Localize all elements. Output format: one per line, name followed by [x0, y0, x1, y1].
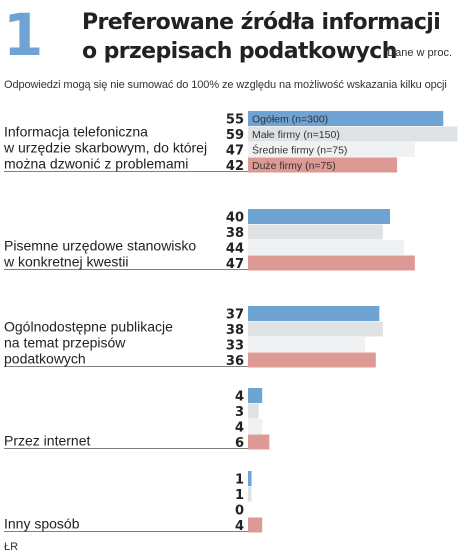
value-label-2-2: 38 — [226, 226, 244, 241]
category-label-3-line-3: podatkowych — [4, 351, 86, 367]
value-label-1-3: 47 — [226, 144, 244, 159]
value-label-2-1: 40 — [226, 211, 244, 226]
bar-2-1 — [248, 209, 390, 224]
bar-4-3 — [248, 419, 263, 434]
value-label-3-2: 38 — [226, 323, 244, 338]
value-label-1-1: 55 — [226, 113, 244, 128]
bar-4-1 — [248, 388, 263, 403]
legend-entry-4: Duże firmy (n=75) — [252, 160, 336, 172]
category-label-3-line-2: na temat przepisów — [4, 335, 126, 351]
source-credit: ŁR — [4, 541, 19, 553]
category-label-5-line-1: Inny sposób — [4, 516, 80, 532]
footnote: Odpowiedzi mogą się nie sumować do 100% … — [4, 79, 447, 91]
category-label-2-line-1: Pisemne urzędowe stanowisko — [4, 238, 196, 254]
value-label-5-1: 1 — [235, 473, 244, 488]
bar-5-1 — [248, 471, 252, 486]
value-label-5-3: 0 — [235, 504, 244, 519]
value-label-2-4: 47 — [226, 257, 244, 272]
bar-2-3 — [248, 240, 405, 255]
value-label-4-4: 6 — [235, 436, 244, 451]
category-label-4-line-1: Przez internet — [4, 433, 90, 449]
value-label-5-2: 1 — [235, 488, 244, 503]
bar-3-4 — [248, 352, 376, 368]
chart-title-line-1: Preferowane źródła informacji — [82, 10, 441, 35]
bar-1-4 — [248, 157, 398, 173]
bar-4-2 — [248, 403, 259, 419]
bar-2-4 — [248, 255, 415, 271]
category-label-2-line-2: w konkretnej kwestii — [3, 254, 129, 270]
value-label-1-2: 59 — [226, 128, 244, 143]
chart-title-line-2: o przepisach podatkowych — [82, 39, 397, 64]
category-label-3-line-1: Ogólnodostępne publikacje — [4, 319, 173, 335]
category-label-1-line-3: można dzwonić z problemami — [4, 156, 188, 172]
bar-3-1 — [248, 306, 380, 321]
legend-entry-1: Ogółem (n=300) — [252, 114, 328, 126]
bar-5-4 — [248, 517, 263, 533]
legend-entry-3: Średnie firmy (n=75) — [252, 144, 347, 157]
value-label-4-2: 3 — [235, 405, 244, 420]
value-label-3-4: 36 — [226, 354, 244, 369]
bar-3-3 — [248, 337, 366, 352]
units-note: Dane w proc. — [387, 47, 452, 59]
bar-3-2 — [248, 321, 383, 337]
legend-entry-2: Małe firmy (n=150) — [252, 129, 340, 141]
bar-4-4 — [248, 434, 270, 450]
value-label-1-4: 42 — [226, 159, 244, 174]
category-label-1-line-2: w urzędzie skarbowym, do której — [3, 140, 207, 156]
bar-5-2 — [248, 486, 252, 502]
bar-1-2 — [248, 126, 458, 142]
chart-number: 1 — [3, 1, 44, 69]
bar-1-1 — [248, 111, 444, 126]
value-label-4-3: 4 — [235, 421, 244, 436]
bar-2-2 — [248, 224, 383, 240]
category-label-1-line-1: Informacja telefoniczna — [4, 124, 148, 140]
value-label-4-1: 4 — [235, 390, 244, 405]
value-label-3-3: 33 — [226, 339, 244, 354]
chart-title: Preferowane źródła informacji o przepisa… — [82, 8, 441, 66]
value-label-3-1: 37 — [226, 308, 244, 323]
bar-1-3 — [248, 142, 415, 157]
value-label-5-4: 4 — [235, 519, 244, 534]
value-label-2-3: 44 — [226, 242, 244, 257]
